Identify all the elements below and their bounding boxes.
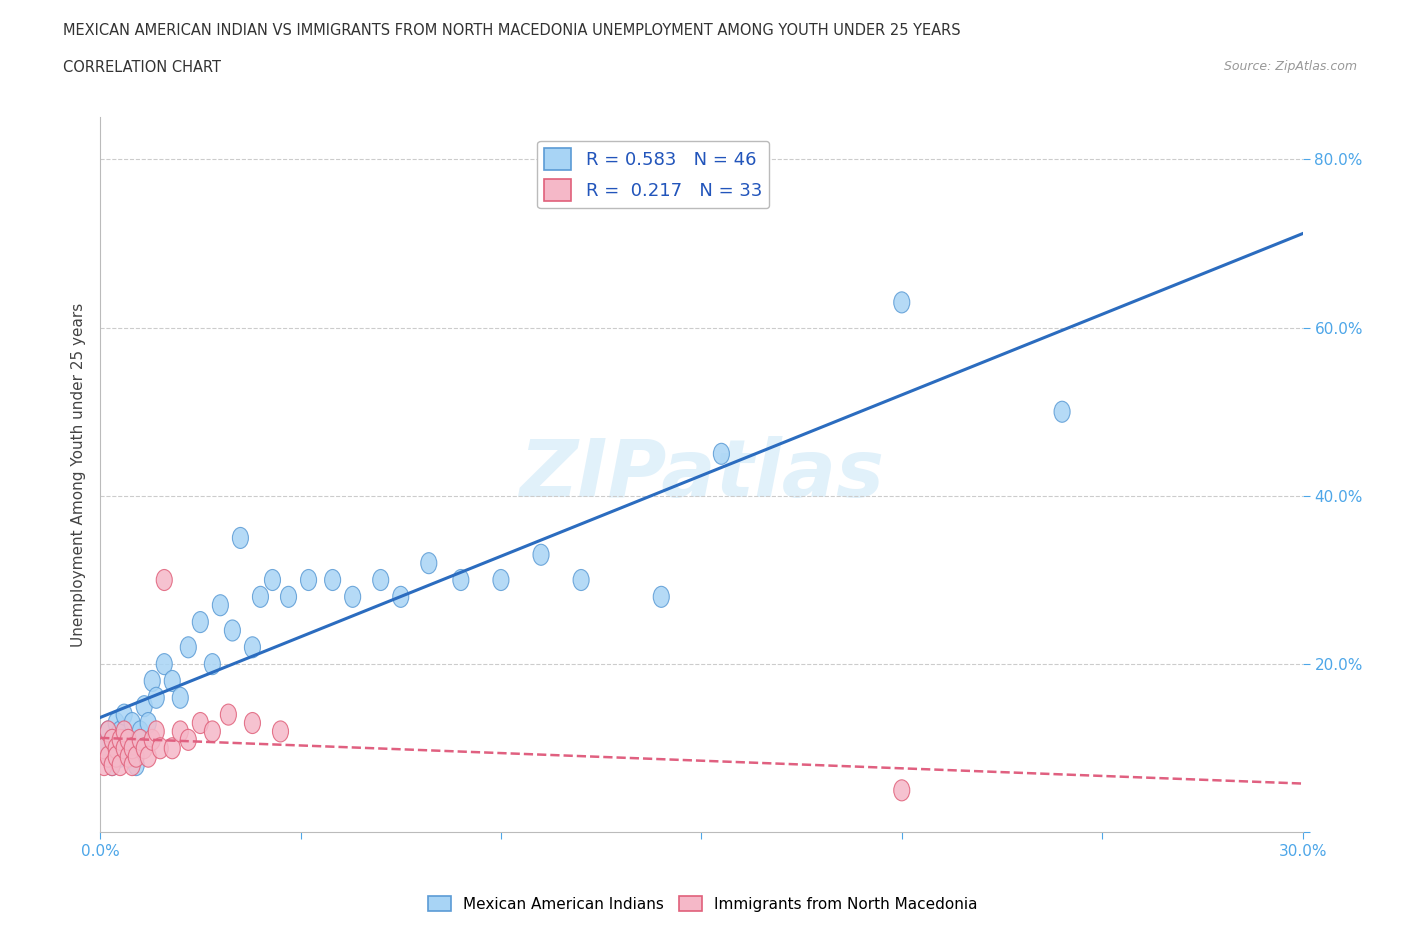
Ellipse shape	[100, 746, 117, 767]
Ellipse shape	[344, 586, 361, 607]
Ellipse shape	[112, 746, 128, 767]
Ellipse shape	[280, 586, 297, 607]
Ellipse shape	[108, 746, 124, 767]
Ellipse shape	[533, 544, 548, 565]
Ellipse shape	[713, 444, 730, 464]
Ellipse shape	[145, 729, 160, 751]
Ellipse shape	[173, 687, 188, 709]
Ellipse shape	[225, 620, 240, 641]
Ellipse shape	[173, 721, 188, 742]
Ellipse shape	[574, 569, 589, 591]
Ellipse shape	[654, 586, 669, 607]
Ellipse shape	[1054, 401, 1070, 422]
Ellipse shape	[152, 737, 169, 759]
Ellipse shape	[112, 729, 128, 751]
Ellipse shape	[117, 704, 132, 725]
Ellipse shape	[264, 569, 280, 591]
Ellipse shape	[148, 687, 165, 709]
Ellipse shape	[221, 704, 236, 725]
Text: MEXICAN AMERICAN INDIAN VS IMMIGRANTS FROM NORTH MACEDONIA UNEMPLOYMENT AMONG YO: MEXICAN AMERICAN INDIAN VS IMMIGRANTS FR…	[63, 23, 960, 38]
Ellipse shape	[148, 721, 165, 742]
Text: ZIPatlas: ZIPatlas	[519, 436, 884, 514]
Ellipse shape	[193, 612, 208, 632]
Ellipse shape	[301, 569, 316, 591]
Text: CORRELATION CHART: CORRELATION CHART	[63, 60, 221, 75]
Y-axis label: Unemployment Among Youth under 25 years: Unemployment Among Youth under 25 years	[72, 303, 86, 647]
Ellipse shape	[373, 569, 388, 591]
Ellipse shape	[494, 569, 509, 591]
Text: Source: ZipAtlas.com: Source: ZipAtlas.com	[1223, 60, 1357, 73]
Ellipse shape	[156, 654, 173, 674]
Ellipse shape	[100, 746, 117, 767]
Ellipse shape	[136, 696, 152, 717]
Ellipse shape	[100, 721, 117, 742]
Ellipse shape	[117, 737, 132, 759]
Ellipse shape	[124, 754, 141, 776]
Ellipse shape	[108, 737, 124, 759]
Ellipse shape	[420, 552, 437, 574]
Ellipse shape	[120, 729, 136, 751]
Ellipse shape	[141, 746, 156, 767]
Ellipse shape	[96, 737, 112, 759]
Ellipse shape	[894, 292, 910, 312]
Ellipse shape	[245, 712, 260, 734]
Ellipse shape	[253, 586, 269, 607]
Ellipse shape	[124, 737, 141, 759]
Ellipse shape	[104, 754, 120, 776]
Ellipse shape	[120, 746, 136, 767]
Legend: Mexican American Indians, Immigrants from North Macedonia: Mexican American Indians, Immigrants fro…	[422, 889, 984, 918]
Ellipse shape	[96, 737, 112, 759]
Ellipse shape	[894, 780, 910, 801]
Ellipse shape	[117, 721, 132, 742]
Ellipse shape	[180, 729, 197, 751]
Ellipse shape	[108, 737, 124, 759]
Ellipse shape	[193, 712, 208, 734]
Ellipse shape	[96, 754, 112, 776]
Ellipse shape	[204, 654, 221, 674]
Legend: R = 0.583   N = 46, R =  0.217   N = 33: R = 0.583 N = 46, R = 0.217 N = 33	[537, 140, 769, 208]
Ellipse shape	[453, 569, 468, 591]
Ellipse shape	[141, 712, 156, 734]
Ellipse shape	[273, 721, 288, 742]
Ellipse shape	[104, 729, 120, 751]
Ellipse shape	[156, 569, 173, 591]
Ellipse shape	[124, 712, 141, 734]
Ellipse shape	[128, 746, 145, 767]
Ellipse shape	[232, 527, 249, 549]
Ellipse shape	[132, 721, 148, 742]
Ellipse shape	[245, 637, 260, 658]
Ellipse shape	[100, 721, 117, 742]
Ellipse shape	[325, 569, 340, 591]
Ellipse shape	[108, 712, 124, 734]
Ellipse shape	[165, 737, 180, 759]
Ellipse shape	[212, 594, 228, 616]
Ellipse shape	[128, 754, 145, 776]
Ellipse shape	[204, 721, 221, 742]
Ellipse shape	[145, 671, 160, 692]
Ellipse shape	[136, 737, 152, 759]
Ellipse shape	[132, 729, 148, 751]
Ellipse shape	[104, 754, 120, 776]
Ellipse shape	[180, 637, 197, 658]
Ellipse shape	[104, 729, 120, 751]
Ellipse shape	[120, 737, 136, 759]
Ellipse shape	[392, 586, 409, 607]
Ellipse shape	[117, 729, 132, 751]
Ellipse shape	[112, 754, 128, 776]
Ellipse shape	[165, 671, 180, 692]
Ellipse shape	[112, 721, 128, 742]
